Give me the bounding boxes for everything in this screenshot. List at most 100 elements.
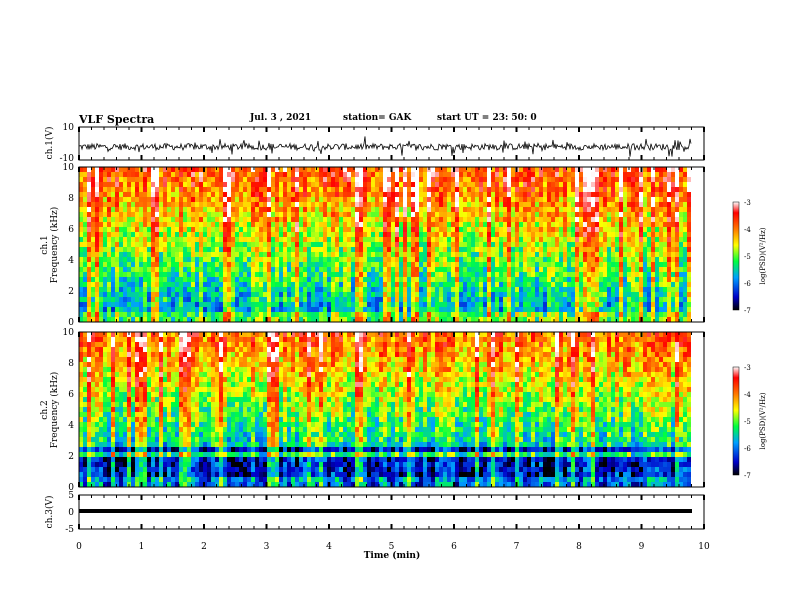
- spectrogram-cell: [103, 267, 107, 272]
- spectrogram-cell: [563, 197, 567, 202]
- spectrogram-cell: [283, 287, 287, 292]
- spectrogram-cell: [515, 232, 519, 237]
- spectrogram-cell: [315, 312, 319, 317]
- spectrogram-cell: [355, 287, 359, 292]
- spectrogram-cell: [279, 272, 283, 277]
- spectrogram-cell: [427, 202, 431, 207]
- spectrogram-cell: [247, 227, 251, 232]
- spectrogram-cell: [131, 277, 135, 282]
- spectrogram-cell: [95, 187, 99, 192]
- spectrogram-cell: [603, 272, 607, 277]
- spectrogram-cell: [591, 252, 595, 257]
- spectrogram-cell: [327, 172, 331, 177]
- spectrogram-cell: [171, 232, 175, 237]
- spectrogram-cell: [127, 182, 131, 187]
- spectrogram-cell: [587, 197, 591, 202]
- spectrogram-cell: [231, 192, 235, 197]
- spectrogram-cell: [195, 192, 199, 197]
- spectrogram-cell: [635, 262, 639, 267]
- spectrogram-cell: [295, 227, 299, 232]
- spectrogram-cell: [95, 257, 99, 262]
- spectrogram-cell: [603, 232, 607, 237]
- spectrogram-cell: [423, 292, 427, 297]
- spectrogram-cell: [631, 292, 635, 297]
- spectrogram-cell: [571, 267, 575, 272]
- spectrogram-cell: [403, 237, 407, 242]
- spectrogram-cell: [455, 252, 459, 257]
- spectrogram-cell: [495, 262, 499, 267]
- spectrogram-cell: [675, 207, 679, 212]
- spectrogram-cell: [611, 182, 615, 187]
- spectrogram-cell: [599, 297, 603, 302]
- spectrogram-cell: [423, 177, 427, 182]
- spectrogram-cell: [399, 262, 403, 267]
- spectrogram-cell: [363, 207, 367, 212]
- spectrogram-cell: [531, 262, 535, 267]
- spectrogram-cell: [279, 167, 283, 172]
- spectrogram-cell: [539, 252, 543, 257]
- spectrogram-cell: [247, 252, 251, 257]
- spectrogram-cell: [363, 172, 367, 177]
- spectrogram-cell: [79, 377, 83, 382]
- spectrogram-cell: [611, 172, 615, 177]
- spectrogram-cell: [227, 237, 231, 242]
- spectrogram-cell: [171, 277, 175, 282]
- spectrogram-cell: [259, 287, 263, 292]
- spectrogram-cell: [135, 242, 139, 247]
- spectrogram-cell: [627, 212, 631, 217]
- spectrogram-cell: [371, 212, 375, 217]
- spectrogram-cell: [623, 307, 627, 312]
- spectrogram-cell: [611, 242, 615, 247]
- spectrogram-cell: [383, 292, 387, 297]
- spectrogram-cell: [211, 312, 215, 317]
- spectrogram-cell: [171, 312, 175, 317]
- spectrogram-cell: [263, 297, 267, 302]
- spectrogram-cell: [595, 292, 599, 297]
- spectrogram-cell: [583, 302, 587, 307]
- spectrogram-cell: [331, 197, 335, 202]
- spectrogram-cell: [375, 307, 379, 312]
- spectrogram-cell: [475, 307, 479, 312]
- spectrogram-cell: [363, 222, 367, 227]
- spectrogram-cell: [251, 237, 255, 242]
- spectrogram-cell: [667, 257, 671, 262]
- spectrogram-cell: [155, 252, 159, 257]
- spectrogram-cell: [547, 172, 551, 177]
- spectrogram-cell: [431, 287, 435, 292]
- spectrogram-cell: [303, 237, 307, 242]
- spectrogram-cell: [463, 272, 467, 277]
- spectrogram-cell: [215, 272, 219, 277]
- spectrogram-cell: [127, 252, 131, 257]
- spectrogram-cell: [191, 247, 195, 252]
- spectrogram-cell: [347, 262, 351, 267]
- spectrogram-cell: [339, 172, 343, 177]
- spectrogram-cell: [639, 297, 643, 302]
- spectrogram-cell: [547, 312, 551, 317]
- spectrogram-cell: [195, 167, 199, 172]
- spectrogram-cell: [575, 232, 579, 237]
- spectrogram-cell: [391, 237, 395, 242]
- spectrogram-cell: [675, 167, 679, 172]
- spectrogram-cell: [443, 227, 447, 232]
- spectrogram-cell: [459, 232, 463, 237]
- spectrogram-cell: [559, 207, 563, 212]
- spectrogram-cell: [527, 192, 531, 197]
- spectrogram-cell: [659, 177, 663, 182]
- spectrogram-cell: [119, 222, 123, 227]
- spectrogram-cell: [659, 227, 663, 232]
- spectrogram-cell: [511, 247, 515, 252]
- spectrogram-cell: [267, 227, 271, 232]
- spectrogram-cell: [287, 242, 291, 247]
- spectrogram-cell: [191, 172, 195, 177]
- spectrogram-cell: [91, 217, 95, 222]
- spectrogram-cell: [387, 222, 391, 227]
- spectrogram-cell: [411, 252, 415, 257]
- spectrogram-cell: [115, 297, 119, 302]
- spectrogram-cell: [399, 227, 403, 232]
- spectrogram-cell: [275, 302, 279, 307]
- spectrogram-cell: [435, 282, 439, 287]
- spectrogram-cell: [323, 287, 327, 292]
- spectrogram-cell: [399, 182, 403, 187]
- spectrogram-cell: [343, 232, 347, 237]
- spectrogram-cell: [127, 172, 131, 177]
